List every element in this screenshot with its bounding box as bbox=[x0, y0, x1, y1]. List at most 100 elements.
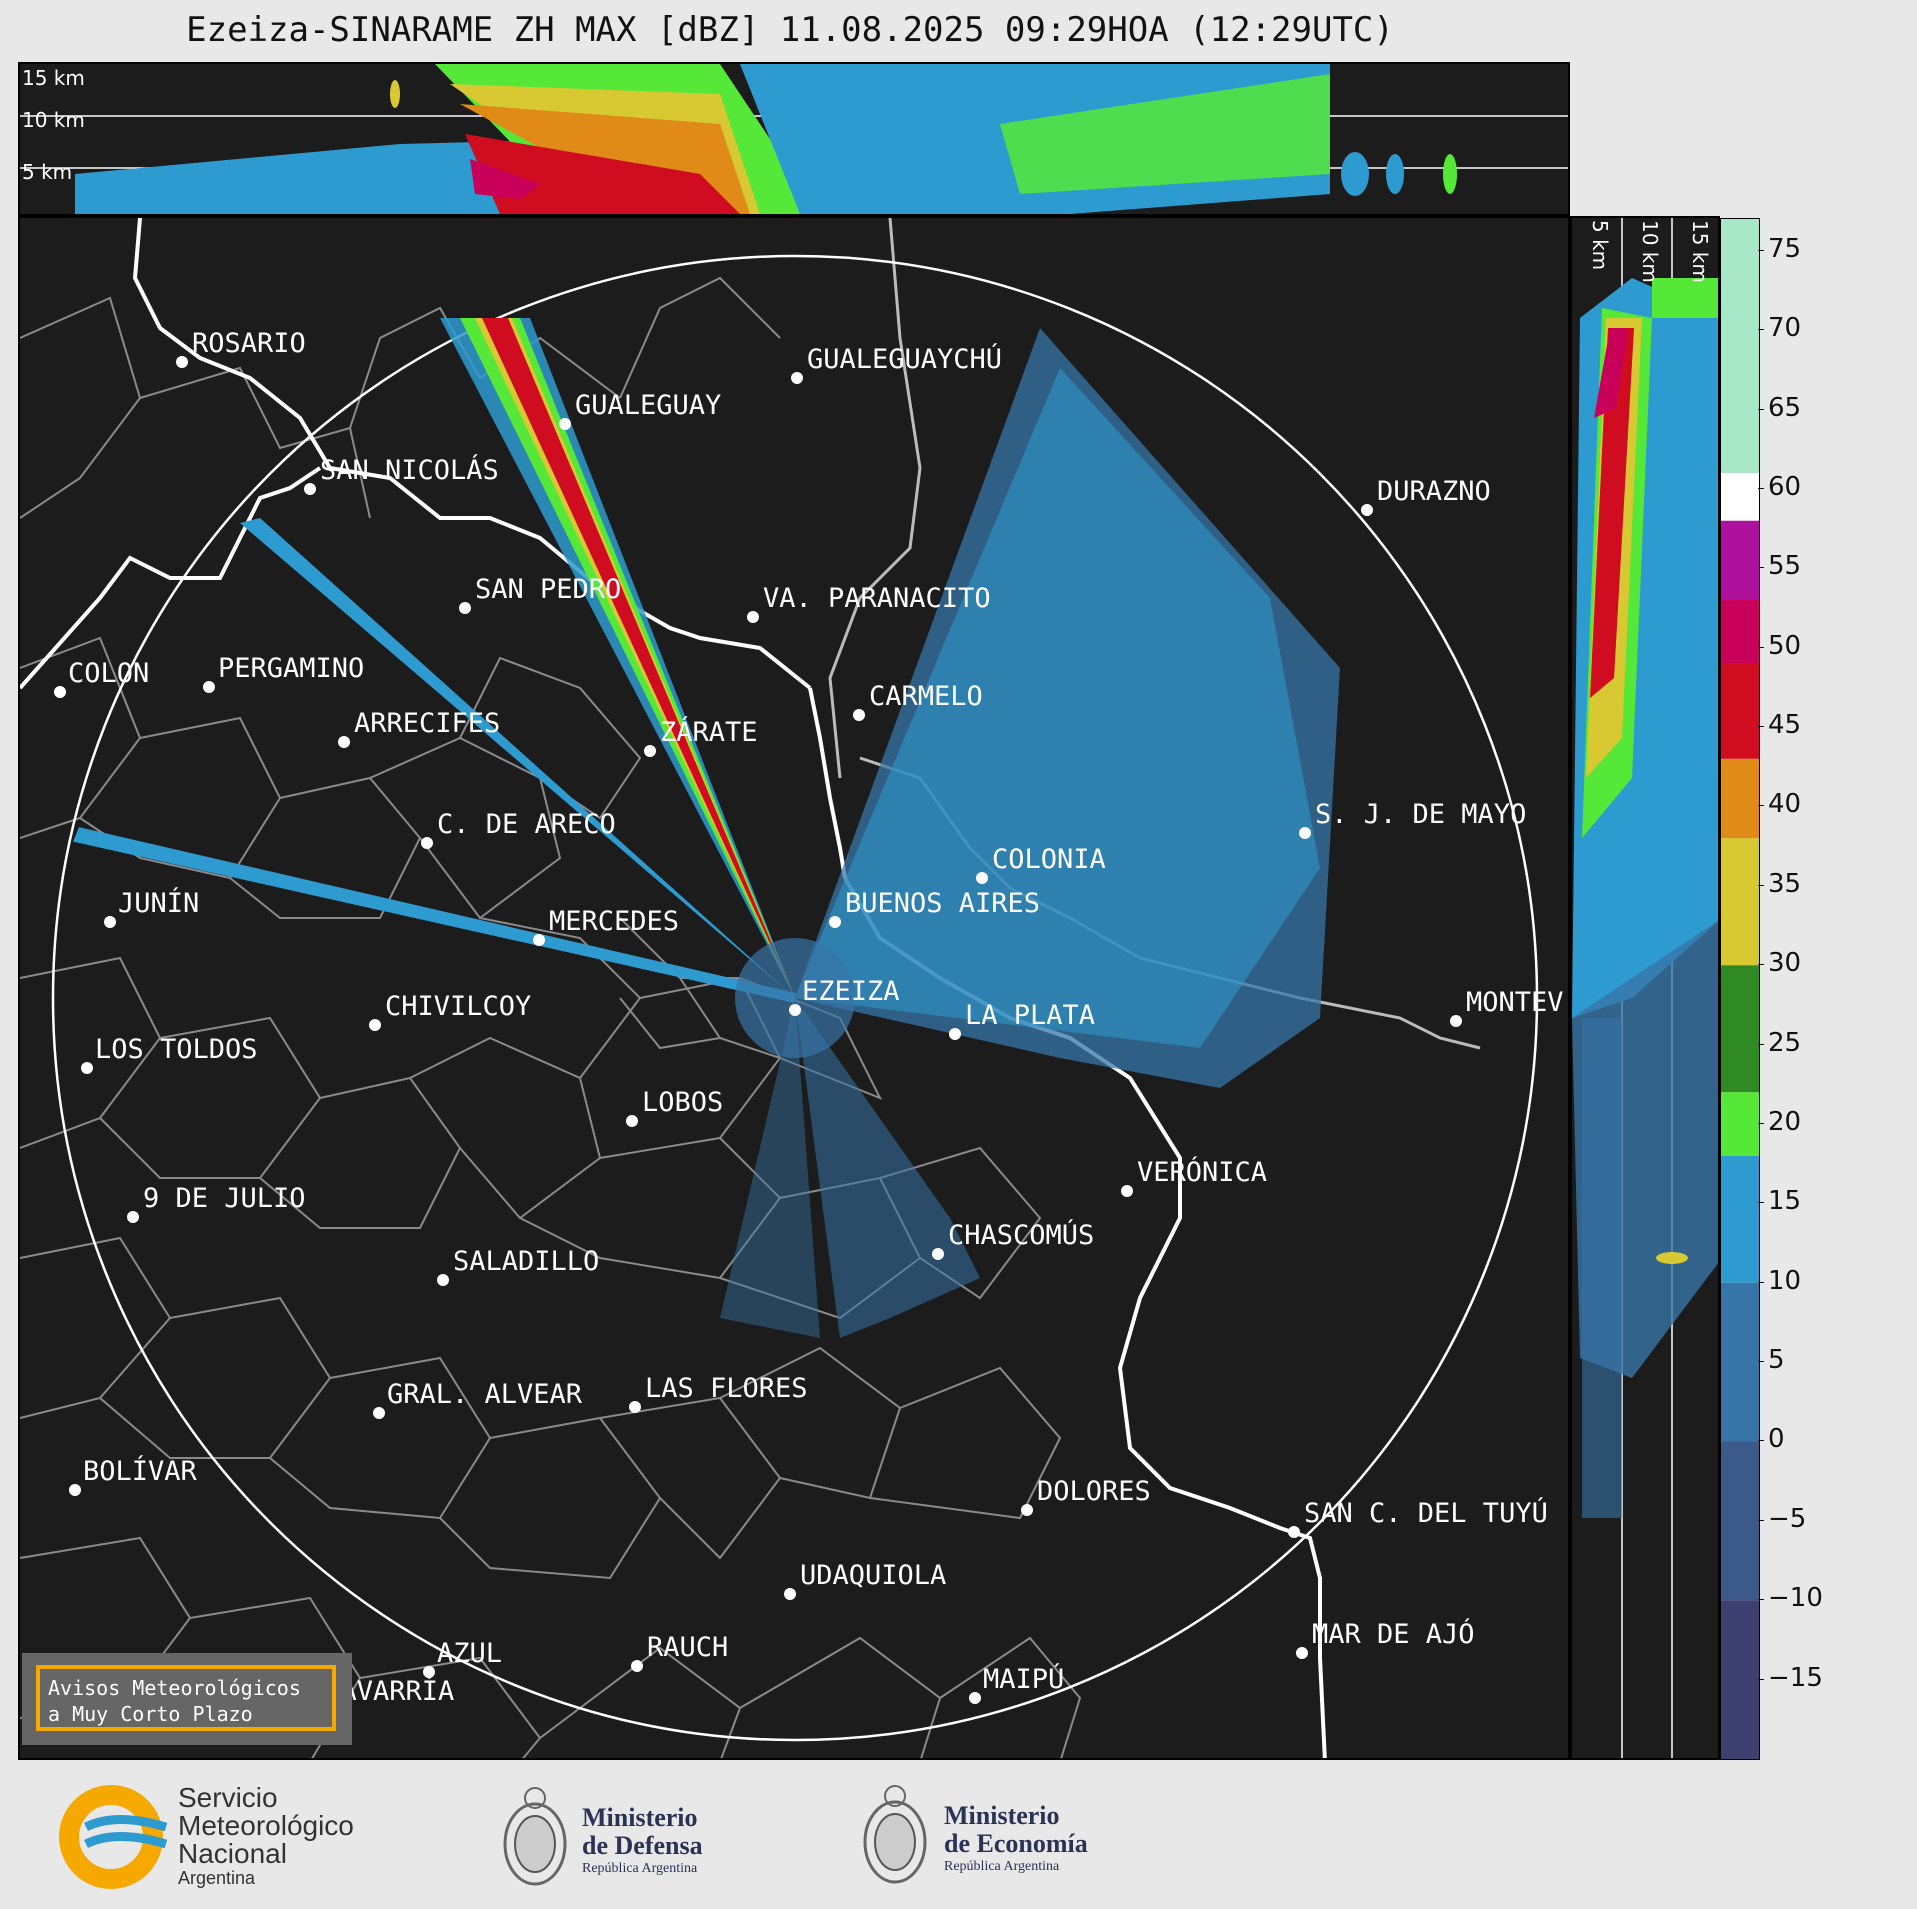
defensa-seal-icon bbox=[503, 1787, 567, 1886]
economia-line1: Ministerio bbox=[944, 1801, 1060, 1830]
colorbar-tick bbox=[1758, 1043, 1764, 1045]
colorbar-tick-label: 60 bbox=[1768, 471, 1802, 502]
smn-line3: Nacional bbox=[178, 1838, 287, 1869]
colorbar-band bbox=[1721, 1092, 1759, 1156]
echo-band bbox=[390, 80, 400, 108]
colorbar-tick-label: 35 bbox=[1768, 868, 1802, 899]
economia-line3: República Argentina bbox=[944, 1859, 1060, 1874]
colorbar-band bbox=[1721, 1282, 1759, 1442]
height-label-10km: 10 km bbox=[22, 108, 85, 132]
smn-line2: Meteorológico bbox=[178, 1810, 354, 1841]
colorbar-tick bbox=[1758, 964, 1764, 966]
colorbar-tick bbox=[1758, 1440, 1764, 1442]
colorbar-band bbox=[1721, 520, 1759, 601]
city-label-durazno: DURAZNO bbox=[1377, 476, 1491, 507]
colorbar-tick-label: 50 bbox=[1768, 630, 1802, 661]
city-label-c-de-areco: C. DE ARECO bbox=[437, 809, 616, 840]
radar-echoes bbox=[73, 318, 1340, 1338]
city-label-montevideo: MONTEV bbox=[1466, 987, 1564, 1018]
city-label-pergamino: PERGAMINO bbox=[218, 653, 364, 684]
radar-map-plot: ROSARIO GUALEGUAYCHÚ GUALEGUAY SAN NICOL… bbox=[20, 218, 1564, 1758]
side-height-label-5km: 5 km bbox=[1588, 220, 1612, 271]
city-label-dolores: DOLORES bbox=[1037, 1476, 1151, 1507]
colorbar-tick bbox=[1758, 1678, 1764, 1680]
city-label-colon: COLON bbox=[68, 658, 149, 689]
dbz-colorbar bbox=[1720, 218, 1760, 1760]
smn-line4: Argentina bbox=[178, 1868, 256, 1888]
colorbar-tick bbox=[1758, 646, 1764, 648]
echo-band bbox=[1652, 278, 1718, 318]
colorbar-tick-label: −10 bbox=[1768, 1583, 1823, 1614]
city-label-va-paranacito: VA. PARANACITO bbox=[763, 583, 991, 614]
height-label-15km: 15 km bbox=[22, 66, 85, 90]
colorbar-tick bbox=[1758, 884, 1764, 886]
city-label-udaquiola: UDAQUIOLA bbox=[800, 1560, 946, 1591]
defensa-logo-text: Ministerio de Defensa República Argentin… bbox=[582, 1804, 703, 1878]
city-label-gualeguaychu: GUALEGUAYCHÚ bbox=[807, 343, 1002, 375]
echo-band bbox=[470, 159, 540, 199]
colorbar-tick bbox=[1758, 249, 1764, 251]
echo-band bbox=[1000, 74, 1330, 194]
colorbar-tick-label: 30 bbox=[1768, 948, 1802, 979]
city-label-veronica: VERÓNICA bbox=[1137, 1156, 1267, 1188]
city-label-san-c-del-tuyu: SAN C. DEL TUYÚ bbox=[1304, 1497, 1548, 1529]
side-cross-section: 5 km 10 km 15 km bbox=[1570, 216, 1720, 1760]
colorbar-band bbox=[1721, 1155, 1759, 1283]
echo-band bbox=[1386, 154, 1404, 194]
city-label-las-flores: LAS FLORES bbox=[645, 1373, 808, 1404]
city-label-buenos-aires: BUENOS AIRES bbox=[845, 888, 1040, 919]
notice-frame[interactable]: Avisos Meteorológicos a Muy Corto Plazo bbox=[36, 1665, 336, 1731]
colorbar-tick-label: 65 bbox=[1768, 392, 1802, 423]
colorbar-tick-label: −15 bbox=[1768, 1662, 1823, 1693]
city-label-lobos: LOBOS bbox=[642, 1087, 723, 1118]
colorbar-band bbox=[1721, 219, 1759, 474]
colorbar-tick-label: 40 bbox=[1768, 789, 1802, 820]
city-label-carmelo: CARMELO bbox=[869, 681, 983, 712]
city-label-9-de-julio: 9 DE JULIO bbox=[143, 1183, 306, 1214]
colorbar-tick-label: 0 bbox=[1768, 1424, 1785, 1455]
city-label-mercedes: MERCEDES bbox=[549, 906, 679, 937]
city-markers bbox=[54, 356, 1462, 1716]
colorbar-band bbox=[1721, 758, 1759, 839]
city-label-maipu: MAIPÚ bbox=[983, 1663, 1064, 1695]
city-label-san-pedro: SAN PEDRO bbox=[475, 574, 621, 605]
city-label-la-plata: LA PLATA bbox=[965, 1000, 1095, 1031]
city-label-san-nicolas: SAN NICOLÁS bbox=[320, 454, 499, 486]
city-label-rauch: RAUCH bbox=[647, 1632, 728, 1663]
city-label-chascomus: CHASCOMÚS bbox=[948, 1219, 1094, 1251]
side-cross-section-plot bbox=[1572, 218, 1718, 1758]
colorbar-tick-label: 10 bbox=[1768, 1265, 1802, 1296]
city-label-gualeguay: GUALEGUAY bbox=[575, 390, 721, 421]
height-label-5km: 5 km bbox=[22, 160, 73, 184]
echo-band bbox=[1341, 152, 1369, 196]
city-label-los-toldos: LOS TOLDOS bbox=[95, 1034, 258, 1065]
colorbar-tick-label: 75 bbox=[1768, 233, 1802, 264]
colorbar-band bbox=[1721, 600, 1759, 664]
economia-seal-icon bbox=[863, 1785, 927, 1884]
colorbar-tick bbox=[1758, 1361, 1764, 1363]
economia-logo-text: Ministerio de Economía República Argenti… bbox=[944, 1802, 1088, 1876]
colorbar-tick-label: 15 bbox=[1768, 1186, 1802, 1217]
economia-line2: de Economía bbox=[944, 1829, 1088, 1858]
colorbar-tick bbox=[1758, 487, 1764, 489]
smn-logo-text: Servicio Meteorológico Nacional Argentin… bbox=[178, 1784, 354, 1889]
colorbar-tick bbox=[1758, 726, 1764, 728]
echo-band bbox=[1590, 328, 1634, 698]
colorbar-tick bbox=[1758, 1519, 1764, 1521]
city-label-azul: AZUL bbox=[437, 1638, 502, 1669]
colorbar-tick bbox=[1758, 408, 1764, 410]
notice-line2: a Muy Corto Plazo bbox=[48, 1702, 253, 1726]
range-ring bbox=[51, 254, 1539, 1742]
footer: Servicio Meteorológico Nacional Argentin… bbox=[0, 1762, 1917, 1909]
top-cross-section-plot bbox=[20, 64, 1568, 214]
colorbar-tick-label: 25 bbox=[1768, 1027, 1802, 1058]
colorbar-band bbox=[1721, 663, 1759, 759]
city-label-mar-de-ajo: MAR DE AJÓ bbox=[1312, 1618, 1475, 1650]
colorbar-tick bbox=[1758, 567, 1764, 569]
city-label-sj-de-mayo: S. J. DE MAYO bbox=[1315, 799, 1526, 830]
colorbar-tick bbox=[1758, 805, 1764, 807]
colorbar-tick bbox=[1758, 1202, 1764, 1204]
colorbar-tick bbox=[1758, 1599, 1764, 1601]
notice-box[interactable]: Avisos Meteorológicos a Muy Corto Plazo bbox=[22, 1653, 352, 1745]
city-label-saladillo: SALADILLO bbox=[453, 1246, 599, 1277]
